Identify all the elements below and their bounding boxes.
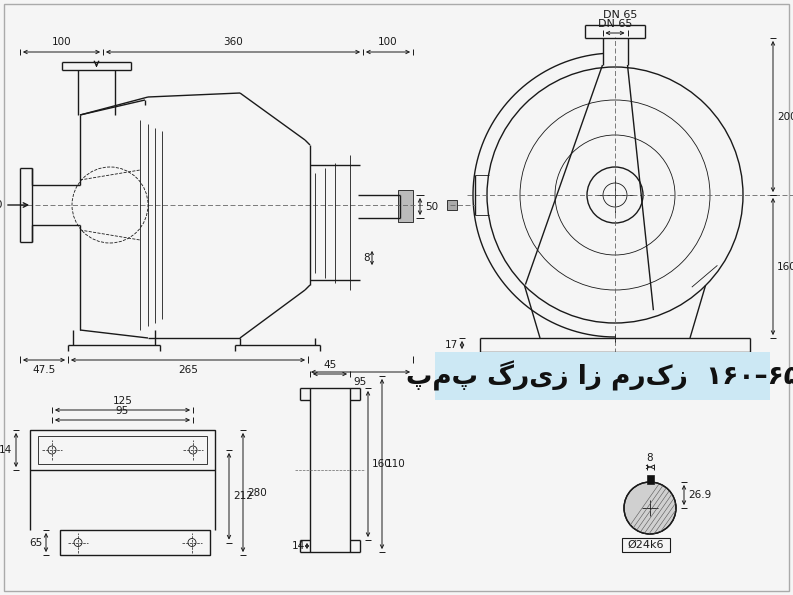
Text: 360: 360 [223, 37, 243, 47]
Text: DN 65: DN 65 [598, 19, 632, 29]
Bar [310, 388, 350, 552]
Text: 160: 160 [372, 459, 392, 469]
Text: 50: 50 [425, 202, 438, 211]
Text: 100: 100 [378, 37, 398, 47]
Text: 160: 160 [777, 261, 793, 271]
Bar [60, 530, 210, 555]
Text: 280: 280 [247, 487, 266, 497]
Bar [398, 190, 413, 222]
Text: 8: 8 [646, 453, 653, 463]
Circle shape [624, 482, 676, 534]
Text: 8: 8 [363, 253, 370, 263]
Text: 200: 200 [777, 111, 793, 121]
Text: 26.9: 26.9 [688, 490, 711, 500]
Text: 100: 100 [52, 37, 71, 47]
Text: 265: 265 [178, 365, 198, 375]
Bar [30, 430, 215, 470]
Text: 65: 65 [29, 537, 42, 547]
Text: 17: 17 [445, 340, 458, 350]
Text: Ø24k6: Ø24k6 [628, 540, 665, 550]
Bar [38, 436, 207, 464]
Bar [646, 475, 653, 484]
Text: 125: 125 [113, 396, 132, 406]
Text: DN 80: DN 80 [0, 200, 2, 210]
Bar [435, 352, 770, 400]
Bar [622, 538, 670, 552]
Bar [447, 200, 457, 210]
Text: 14: 14 [292, 541, 305, 551]
Text: DN 65: DN 65 [603, 10, 638, 20]
Text: 45: 45 [324, 360, 336, 370]
Text: 110: 110 [386, 459, 406, 469]
Text: 14: 14 [0, 445, 12, 455]
Text: 95: 95 [354, 377, 367, 387]
Text: 212: 212 [233, 491, 253, 501]
Text: 95: 95 [116, 406, 129, 416]
Text: 47.5: 47.5 [33, 365, 56, 375]
Text: پمپ گریز از مرکز  ۱۶۰–۶۵: پمپ گریز از مرکز ۱۶۰–۶۵ [406, 361, 793, 391]
